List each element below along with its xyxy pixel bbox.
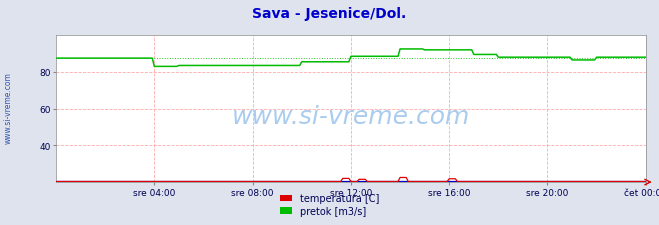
Text: www.si-vreme.com: www.si-vreme.com bbox=[232, 104, 470, 128]
Text: Sava - Jesenice/Dol.: Sava - Jesenice/Dol. bbox=[252, 7, 407, 21]
Legend: temperatura [C], pretok [m3/s]: temperatura [C], pretok [m3/s] bbox=[276, 190, 383, 220]
Text: www.si-vreme.com: www.si-vreme.com bbox=[3, 72, 13, 144]
